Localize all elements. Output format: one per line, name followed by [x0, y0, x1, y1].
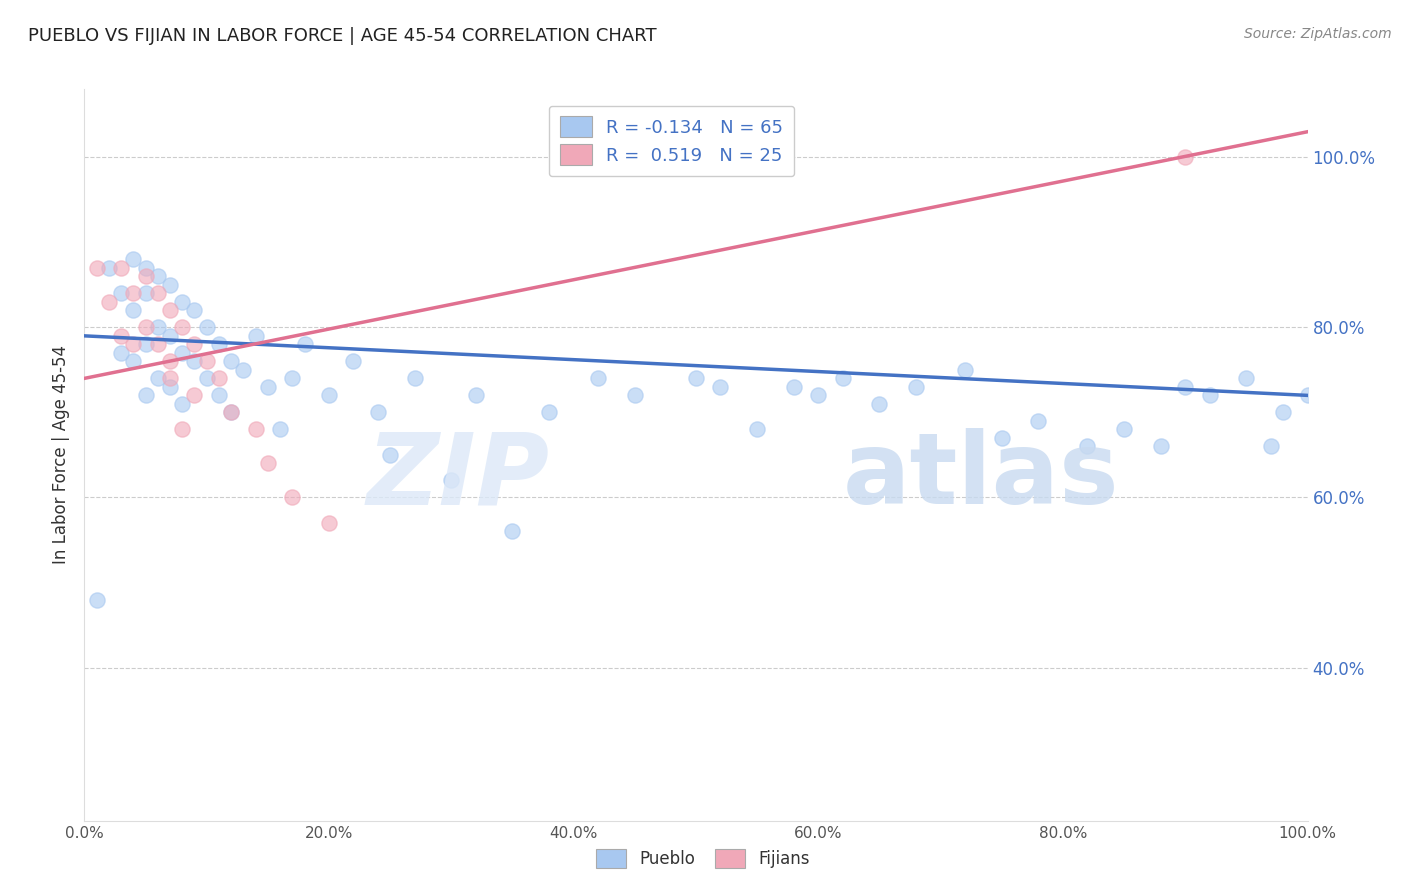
Point [135, 269, 157, 284]
Point [172, 422, 194, 436]
Point [905, 380, 928, 394]
Point [195, 320, 218, 334]
Point [367, 405, 389, 419]
Point [245, 329, 267, 343]
Point [245, 422, 267, 436]
Point [159, 277, 181, 292]
Point [281, 371, 304, 385]
Point [1028, 414, 1050, 428]
Point [86, 592, 108, 607]
Point [159, 371, 181, 385]
Point [86, 260, 108, 275]
Point [208, 388, 231, 402]
Point [172, 397, 194, 411]
Text: PUEBLO VS FIJIAN IN LABOR FORCE | AGE 45-54 CORRELATION CHART: PUEBLO VS FIJIAN IN LABOR FORCE | AGE 45… [28, 27, 657, 45]
Point [990, 431, 1012, 445]
Point [146, 286, 169, 301]
Point [685, 371, 707, 385]
Point [172, 294, 194, 309]
Point [146, 320, 169, 334]
Point [404, 371, 426, 385]
Point [501, 524, 523, 539]
Point [1076, 439, 1098, 453]
Text: atlas: atlas [842, 428, 1119, 525]
Point [709, 380, 731, 394]
Point [232, 363, 254, 377]
Point [208, 337, 231, 351]
Point [159, 303, 181, 318]
Point [110, 260, 132, 275]
Point [1174, 150, 1197, 164]
Point [122, 354, 145, 368]
Point [219, 405, 242, 419]
Point [97, 294, 120, 309]
Point [208, 371, 231, 385]
Point [1272, 405, 1295, 419]
Legend: Pueblo, Fijians: Pueblo, Fijians [589, 842, 817, 875]
Point [110, 346, 132, 360]
Point [146, 269, 169, 284]
Point [1296, 388, 1319, 402]
Point [183, 337, 205, 351]
Point [257, 380, 280, 394]
Point [783, 380, 806, 394]
Point [953, 363, 976, 377]
Point [807, 388, 830, 402]
Point [318, 388, 340, 402]
Text: ZIP: ZIP [366, 428, 550, 525]
Point [440, 474, 463, 488]
Point [294, 337, 316, 351]
Point [747, 422, 769, 436]
Point [380, 448, 402, 462]
Point [195, 354, 218, 368]
Point [159, 354, 181, 368]
Point [219, 354, 242, 368]
Point [146, 371, 169, 385]
Point [195, 371, 218, 385]
Point [159, 380, 181, 394]
Y-axis label: In Labor Force | Age 45-54: In Labor Force | Age 45-54 [52, 345, 70, 565]
Point [1260, 439, 1282, 453]
Point [183, 303, 205, 318]
Point [135, 260, 157, 275]
Point [172, 320, 194, 334]
Point [122, 303, 145, 318]
Point [135, 388, 157, 402]
Point [122, 337, 145, 351]
Point [219, 405, 242, 419]
Point [183, 354, 205, 368]
Point [172, 346, 194, 360]
Point [281, 491, 304, 505]
Point [464, 388, 486, 402]
Point [1150, 439, 1173, 453]
Point [1198, 388, 1220, 402]
Point [97, 260, 120, 275]
Point [122, 252, 145, 267]
Point [831, 371, 853, 385]
Text: Source: ZipAtlas.com: Source: ZipAtlas.com [1244, 27, 1392, 41]
Point [257, 457, 280, 471]
Point [1174, 380, 1197, 394]
Point [869, 397, 891, 411]
Point [538, 405, 561, 419]
Point [624, 388, 647, 402]
Point [586, 371, 609, 385]
Legend: R = -0.134   N = 65, R =  0.519   N = 25: R = -0.134 N = 65, R = 0.519 N = 25 [548, 105, 794, 176]
Point [183, 388, 205, 402]
Point [1114, 422, 1136, 436]
Point [146, 337, 169, 351]
Point [159, 329, 181, 343]
Point [342, 354, 364, 368]
Point [135, 320, 157, 334]
Point [135, 337, 157, 351]
Point [110, 286, 132, 301]
Point [269, 422, 291, 436]
Point [135, 286, 157, 301]
Point [1234, 371, 1257, 385]
Point [318, 516, 340, 530]
Point [110, 329, 132, 343]
Point [122, 286, 145, 301]
